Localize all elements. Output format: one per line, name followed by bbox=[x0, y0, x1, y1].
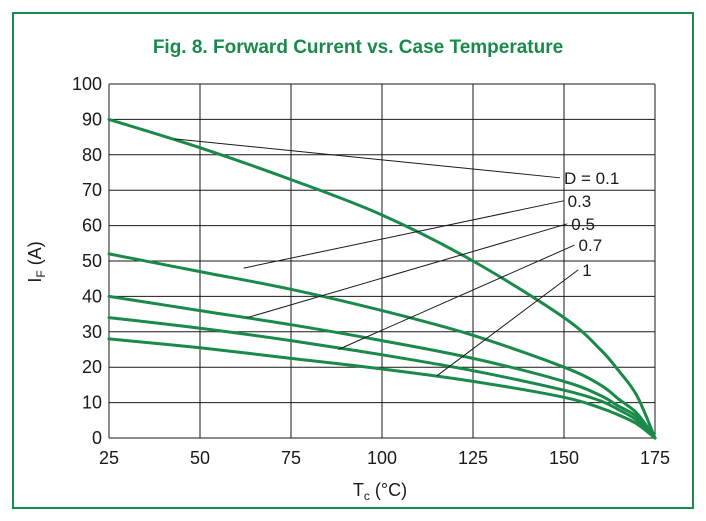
x-axis-label-sub: c bbox=[364, 489, 370, 503]
x-tick-label: 25 bbox=[99, 448, 119, 468]
y-tick-label: 60 bbox=[82, 216, 102, 236]
annotation-leader-2 bbox=[247, 223, 568, 319]
y-axis-label-sub: F bbox=[34, 270, 48, 277]
y-tick-label: 30 bbox=[82, 322, 102, 342]
annotation-label-0: D = 0.1 bbox=[564, 169, 619, 188]
x-tick-label: 175 bbox=[640, 448, 670, 468]
series-line-1 bbox=[107, 252, 657, 440]
annotations: D = 0.1 0.3 0.5 0.7 1 bbox=[174, 138, 619, 377]
x-tick-label: 125 bbox=[458, 448, 488, 468]
y-tick-label: 70 bbox=[82, 180, 102, 200]
tick-labels: 25 50 75 100 125 150 175 0 10 20 30 40 50 60 70 80 90 100 bbox=[72, 74, 670, 468]
x-axis-label-main: T bbox=[353, 480, 364, 500]
y-tick-label: 0 bbox=[92, 428, 102, 448]
annotation-leader-4 bbox=[436, 269, 579, 377]
x-axis-label-unit: (°C) bbox=[370, 480, 407, 500]
annotation-label-3: 0.7 bbox=[579, 236, 603, 255]
y-tick-label: 20 bbox=[82, 357, 102, 377]
series-curves bbox=[107, 117, 657, 440]
y-tick-label: 100 bbox=[72, 74, 102, 94]
series-line-4 bbox=[107, 337, 657, 440]
y-tick-label: 80 bbox=[82, 145, 102, 165]
annotation-leader-1 bbox=[243, 200, 564, 269]
y-axis-label-main: I bbox=[25, 278, 45, 283]
x-tick-label: 50 bbox=[190, 448, 210, 468]
annotation-label-2: 0.5 bbox=[571, 215, 595, 234]
x-axis-label: Tc (°C) bbox=[353, 480, 407, 503]
y-tick-label: 10 bbox=[82, 393, 102, 413]
y-tick-label: 90 bbox=[82, 109, 102, 129]
annotation-leader-0 bbox=[174, 138, 561, 179]
annotation-label-4: 1 bbox=[582, 261, 591, 280]
series-line-2 bbox=[107, 294, 657, 440]
series-line-3 bbox=[107, 316, 657, 440]
annotation-label-1: 0.3 bbox=[568, 192, 592, 211]
chart-title: Fig. 8. Forward Current vs. Case Tempera… bbox=[153, 37, 563, 58]
y-axis-label: IF (A) bbox=[25, 241, 48, 282]
series-line-0 bbox=[107, 117, 657, 440]
annotation-leader-3 bbox=[338, 244, 575, 350]
chart-frame bbox=[12, 12, 694, 509]
x-tick-label: 150 bbox=[549, 448, 579, 468]
x-tick-label: 100 bbox=[367, 448, 397, 468]
y-tick-label: 50 bbox=[82, 251, 102, 271]
x-tick-label: 75 bbox=[281, 448, 301, 468]
y-tick-label: 40 bbox=[82, 286, 102, 306]
y-axis-label-unit: (A) bbox=[25, 241, 45, 270]
